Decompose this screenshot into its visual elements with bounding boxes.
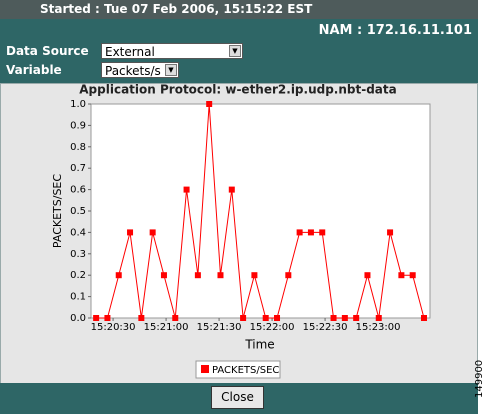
data-point xyxy=(93,315,100,321)
data-point xyxy=(330,315,337,321)
x-tick-label: 15:23:00 xyxy=(356,322,401,333)
data-point xyxy=(341,315,348,321)
y-tick-label: 0.2 xyxy=(70,270,86,281)
plot-area xyxy=(90,103,431,319)
data-point xyxy=(307,229,314,236)
x-tick-label: 15:20:30 xyxy=(91,322,136,333)
data-point xyxy=(228,186,235,193)
y-axis-label: PACKETS/SEC xyxy=(51,174,64,248)
variable-select[interactable]: Packets/s ▼ xyxy=(101,62,179,78)
chart-title: Application Protocol: w-ether2.ip.udp.nb… xyxy=(79,83,396,97)
data-point xyxy=(160,272,167,279)
y-tick-label: 0.5 xyxy=(70,206,86,217)
x-tick-label: 15:21:00 xyxy=(144,322,189,333)
y-tick-label: 0.4 xyxy=(70,227,86,238)
y-tick-label: 0.6 xyxy=(70,185,86,196)
started-text: Started : Tue 07 Feb 2006, 15:15:22 EST xyxy=(40,2,313,16)
data-point xyxy=(420,315,427,321)
data-point xyxy=(127,229,134,236)
nam-address: NAM : 172.16.11.101 xyxy=(318,23,472,38)
data-source-value: External xyxy=(105,45,155,59)
data-point xyxy=(274,315,281,321)
x-tick-label: 15:21:30 xyxy=(197,322,242,333)
data-point xyxy=(115,272,122,279)
variable-value: Packets/s xyxy=(105,64,161,78)
data-point xyxy=(172,315,179,321)
data-point xyxy=(296,229,303,236)
variable-label: Variable xyxy=(6,63,62,77)
data-point xyxy=(409,272,416,279)
data-point xyxy=(375,315,382,321)
data-point xyxy=(387,229,394,236)
data-point xyxy=(319,229,326,236)
y-tick-label: 0.9 xyxy=(70,120,86,131)
legend-label: PACKETS/SEC xyxy=(212,365,279,376)
legend-swatch xyxy=(201,365,209,373)
data-point xyxy=(285,272,292,279)
x-tick-label: 15:22:30 xyxy=(303,322,348,333)
header-bar: Started : Tue 07 Feb 2006, 15:15:22 EST xyxy=(0,0,478,19)
close-button[interactable]: Close xyxy=(211,386,264,409)
data-point xyxy=(251,272,258,279)
y-tick-label: 0.3 xyxy=(70,249,86,260)
y-tick-label: 1.0 xyxy=(70,99,86,110)
y-tick-label: 0.7 xyxy=(70,163,86,174)
legend xyxy=(195,360,281,379)
series-line xyxy=(96,103,425,319)
y-tick-label: 0.0 xyxy=(70,313,86,324)
dropdown-arrow: ▼ xyxy=(229,45,241,57)
x-axis-label: Time xyxy=(244,338,274,352)
data-source-select[interactable]: External ▼ xyxy=(101,43,243,59)
dropdown-arrow: ▼ xyxy=(165,64,177,76)
data-point xyxy=(183,186,190,193)
figure-id: 149900 xyxy=(474,359,485,398)
y-tick-label: 0.8 xyxy=(70,142,86,153)
data-point xyxy=(398,272,405,279)
data-point xyxy=(194,272,201,279)
data-point xyxy=(206,101,213,107)
data-point xyxy=(149,229,156,236)
data-point xyxy=(104,315,111,321)
data-point xyxy=(138,315,145,321)
data-point xyxy=(217,272,224,279)
data-point xyxy=(364,272,371,279)
data-source-label: Data Source xyxy=(6,44,89,58)
x-tick-label: 15:22:00 xyxy=(250,322,295,333)
y-tick-label: 0.1 xyxy=(70,292,86,303)
control-area: NAM : 172.16.11.101 Data Source External… xyxy=(0,19,478,85)
chart: Application Protocol: w-ether2.ip.udp.nb… xyxy=(51,83,431,379)
data-point xyxy=(262,315,269,321)
data-point xyxy=(353,315,360,321)
data-point xyxy=(240,315,247,321)
